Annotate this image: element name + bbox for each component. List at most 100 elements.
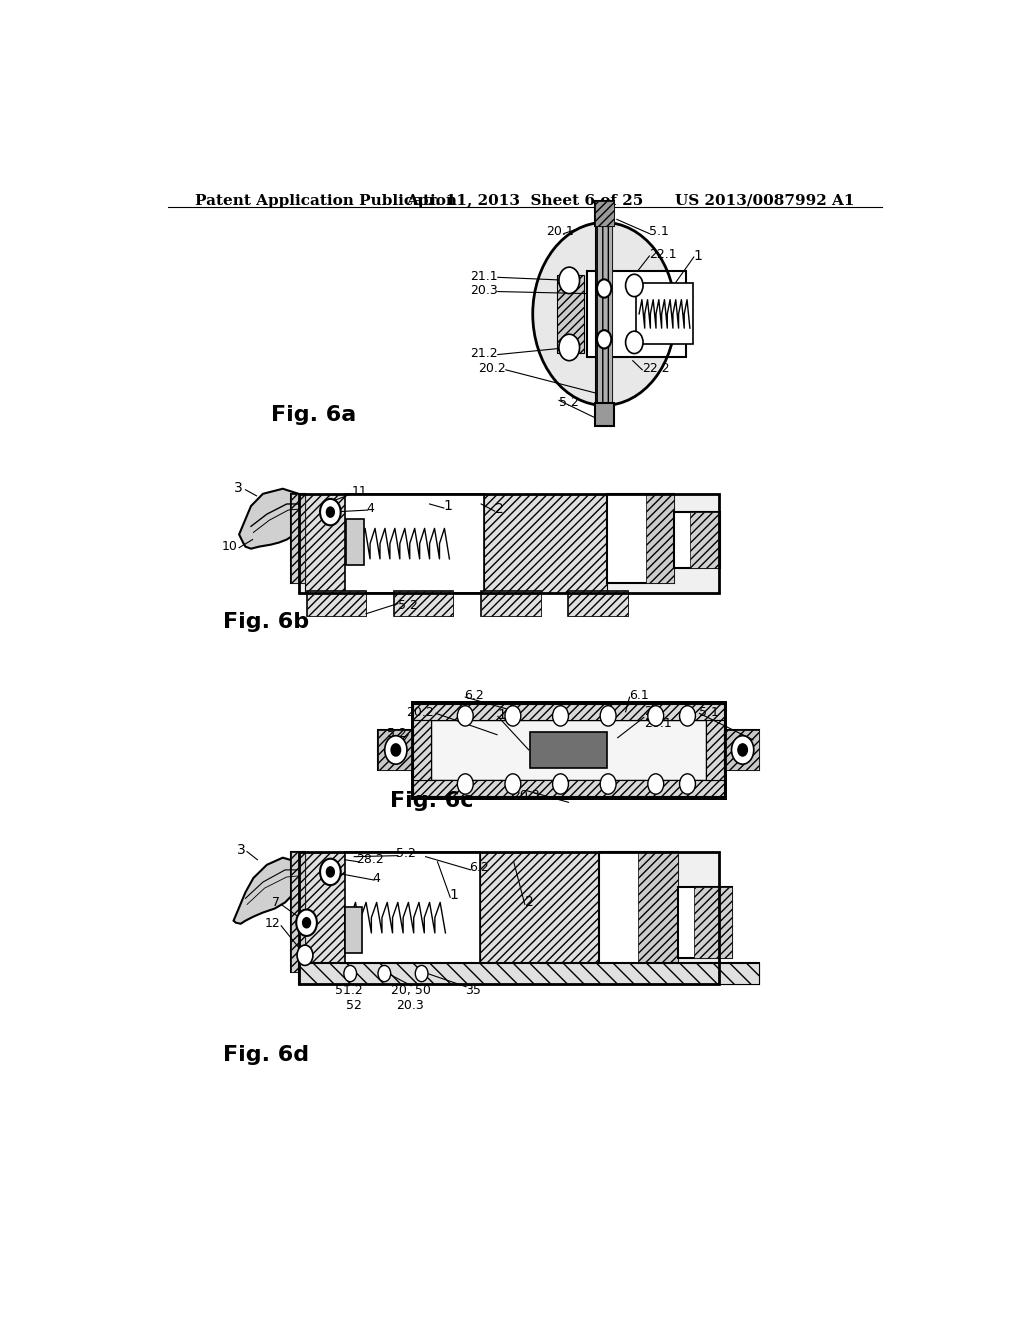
Bar	[345, 851, 479, 983]
Bar	[606, 494, 674, 583]
Bar	[596, 223, 612, 405]
Text: 5.2: 5.2	[396, 847, 416, 861]
Bar	[707, 719, 724, 780]
Text: 12: 12	[264, 917, 281, 931]
Bar	[346, 519, 364, 565]
Bar	[299, 964, 759, 983]
Circle shape	[327, 507, 335, 517]
Circle shape	[344, 965, 356, 982]
Text: 6.2: 6.2	[469, 862, 489, 874]
Polygon shape	[233, 858, 300, 924]
Bar	[306, 591, 367, 616]
Bar	[305, 851, 345, 983]
Circle shape	[505, 706, 521, 726]
Circle shape	[680, 774, 695, 795]
Circle shape	[321, 499, 341, 525]
Circle shape	[553, 706, 568, 726]
Bar	[483, 494, 606, 594]
Text: 22.1: 22.1	[649, 248, 677, 261]
Text: 7: 7	[272, 896, 281, 909]
Bar	[379, 730, 412, 771]
Bar	[414, 719, 431, 780]
Bar	[694, 887, 732, 958]
Circle shape	[532, 223, 676, 405]
Text: 3: 3	[234, 480, 243, 495]
Bar	[636, 284, 693, 345]
Bar	[690, 512, 720, 568]
Circle shape	[600, 774, 616, 795]
Text: 2: 2	[495, 502, 504, 516]
Text: 20, 50: 20, 50	[391, 985, 431, 998]
Circle shape	[731, 735, 754, 764]
Text: 11: 11	[352, 486, 368, 498]
Text: 2: 2	[524, 895, 534, 909]
Bar	[568, 591, 628, 616]
Bar	[599, 851, 678, 972]
Text: 5.2: 5.2	[397, 599, 418, 612]
Bar	[394, 591, 454, 616]
Bar	[595, 404, 613, 426]
Bar	[568, 591, 628, 616]
Bar	[481, 591, 541, 616]
Bar	[412, 702, 725, 799]
Circle shape	[738, 744, 748, 756]
Circle shape	[385, 735, 407, 764]
Text: 21.1: 21.1	[470, 269, 498, 282]
Text: 5.2: 5.2	[387, 727, 408, 741]
Circle shape	[416, 965, 428, 982]
Circle shape	[458, 774, 473, 795]
Circle shape	[597, 280, 611, 297]
Bar	[394, 591, 454, 616]
Bar	[479, 851, 599, 983]
Circle shape	[458, 706, 473, 726]
Text: 22.2: 22.2	[642, 362, 670, 375]
Bar	[305, 494, 345, 594]
Text: 5.1: 5.1	[699, 706, 719, 719]
Bar	[306, 591, 367, 616]
Text: 4: 4	[367, 502, 374, 515]
Circle shape	[303, 917, 310, 928]
Circle shape	[626, 331, 643, 354]
Circle shape	[296, 909, 316, 936]
Text: 4: 4	[373, 871, 380, 884]
Text: 5.2: 5.2	[559, 396, 579, 409]
Bar	[725, 730, 759, 771]
Text: 20.3: 20.3	[396, 998, 424, 1011]
Bar	[431, 719, 707, 780]
Bar	[638, 851, 678, 972]
Text: 21.2: 21.2	[470, 347, 498, 360]
Circle shape	[553, 774, 568, 795]
Circle shape	[680, 706, 695, 726]
Bar	[299, 494, 719, 594]
Bar	[414, 704, 724, 719]
Text: 28.2: 28.2	[356, 853, 384, 866]
Bar	[587, 271, 686, 356]
Bar	[674, 512, 720, 568]
Text: US 2013/0087992 A1: US 2013/0087992 A1	[675, 194, 854, 209]
Bar	[291, 494, 305, 583]
Text: 20.3: 20.3	[470, 284, 498, 297]
Bar	[530, 731, 606, 768]
Text: 20.3: 20.3	[513, 789, 541, 803]
Bar	[725, 730, 759, 771]
Circle shape	[505, 774, 521, 795]
Circle shape	[597, 330, 611, 348]
Bar	[414, 780, 724, 796]
Bar	[557, 276, 585, 352]
Bar	[345, 494, 483, 594]
Text: 51.2: 51.2	[335, 985, 362, 998]
Text: 1: 1	[450, 888, 459, 903]
Text: 1: 1	[497, 709, 506, 722]
Text: 35: 35	[465, 985, 481, 998]
Bar	[595, 201, 613, 227]
Text: 1: 1	[694, 249, 702, 263]
Circle shape	[321, 859, 341, 886]
Bar	[481, 591, 541, 616]
Bar	[291, 851, 305, 972]
Text: Fig. 6a: Fig. 6a	[270, 404, 356, 425]
Text: Fig. 6c: Fig. 6c	[390, 791, 473, 810]
Circle shape	[327, 867, 335, 876]
Text: 10: 10	[221, 540, 238, 553]
Bar	[678, 887, 732, 958]
Text: 5.1: 5.1	[649, 226, 670, 238]
